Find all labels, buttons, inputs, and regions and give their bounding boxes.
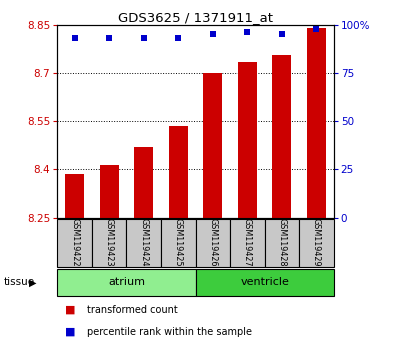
Bar	[57, 269, 196, 296]
Text: GSM119423: GSM119423	[105, 218, 114, 267]
Bar	[65, 174, 84, 218]
Bar	[299, 219, 334, 267]
Text: transformed count: transformed count	[87, 305, 178, 315]
Point	[210, 32, 216, 37]
Point	[71, 35, 78, 41]
Bar	[196, 219, 230, 267]
Bar	[100, 165, 118, 218]
Text: tissue: tissue	[4, 277, 35, 287]
Bar	[134, 147, 153, 218]
Text: GSM119422: GSM119422	[70, 218, 79, 267]
Text: percentile rank within the sample: percentile rank within the sample	[87, 327, 252, 337]
Title: GDS3625 / 1371911_at: GDS3625 / 1371911_at	[118, 11, 273, 24]
Text: GSM119425: GSM119425	[174, 218, 183, 267]
Point	[244, 30, 250, 35]
Bar	[92, 219, 126, 267]
Point	[141, 35, 147, 41]
Point	[279, 32, 285, 37]
Text: GSM119427: GSM119427	[243, 218, 252, 267]
Bar	[196, 269, 334, 296]
Text: ■: ■	[65, 327, 76, 337]
Bar	[57, 219, 92, 267]
Bar	[273, 55, 292, 218]
Text: ventricle: ventricle	[240, 277, 289, 287]
Text: GSM119429: GSM119429	[312, 218, 321, 267]
Bar	[126, 219, 161, 267]
Text: GSM119426: GSM119426	[208, 218, 217, 267]
Text: ■: ■	[65, 305, 76, 315]
Point	[313, 26, 320, 32]
Bar	[307, 28, 326, 218]
Bar	[169, 126, 188, 218]
Bar	[161, 219, 196, 267]
Bar	[238, 62, 257, 218]
Point	[175, 35, 181, 41]
Text: GSM119424: GSM119424	[139, 218, 148, 267]
Bar	[203, 73, 222, 218]
Text: atrium: atrium	[108, 277, 145, 287]
Text: ▶: ▶	[29, 277, 36, 287]
Bar	[265, 219, 299, 267]
Text: GSM119428: GSM119428	[277, 218, 286, 267]
Bar	[230, 219, 265, 267]
Point	[106, 35, 112, 41]
